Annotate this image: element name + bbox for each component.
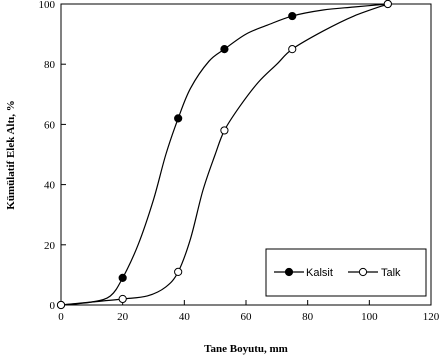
y-tick-label-40: 40 xyxy=(44,180,56,192)
legend-label-talk: Talk xyxy=(381,267,401,279)
x-tick-label-40: 40 xyxy=(179,311,191,323)
point-talk-5 xyxy=(383,0,392,9)
series-line-talk xyxy=(60,3,389,306)
x-axis-tick-labels: 0 20 40 60 80 100 120 xyxy=(58,311,439,323)
series-line-kalsit xyxy=(60,3,388,306)
x-axis-title: Tane Boyutu, mm xyxy=(204,343,288,355)
y-tick-label-60: 60 xyxy=(44,119,56,131)
x-tick-label-20: 20 xyxy=(117,311,129,323)
y-tick-label-80: 80 xyxy=(44,59,56,71)
point-kalsit-4 xyxy=(288,11,297,21)
x-tick-label-80: 80 xyxy=(302,311,314,323)
legend-marker-kalsit xyxy=(284,267,294,277)
series-lines xyxy=(60,3,389,306)
point-talk-1 xyxy=(118,294,127,304)
y-tick-label-0: 0 xyxy=(50,300,56,312)
point-talk-0 xyxy=(56,300,66,310)
x-axis-ticks xyxy=(60,300,432,305)
point-kalsit-2 xyxy=(174,114,183,123)
y-axis-tick-labels: 0 20 40 60 80 100 xyxy=(39,0,56,312)
point-talk-2 xyxy=(174,267,183,276)
point-kalsit-3 xyxy=(220,45,229,54)
legend: Kalsit Talk xyxy=(265,248,427,297)
y-axis-ticks xyxy=(61,3,66,306)
y-tick-label-100: 100 xyxy=(39,0,56,11)
x-tick-label-100: 100 xyxy=(361,311,378,323)
legend-label-kalsit: Kalsit xyxy=(306,267,333,279)
x-tick-label-120: 120 xyxy=(423,311,439,323)
x-tick-label-60: 60 xyxy=(241,311,253,323)
point-kalsit-1 xyxy=(118,273,127,283)
y-axis-title: Kümülatif Elek Altı, % xyxy=(5,100,17,209)
legend-marker-talk xyxy=(358,267,368,277)
y-tick-label-20: 20 xyxy=(44,240,56,252)
x-tick-label-0: 0 xyxy=(58,311,64,323)
point-talk-3 xyxy=(220,126,229,135)
point-talk-4 xyxy=(288,45,297,54)
series-markers xyxy=(56,0,392,310)
